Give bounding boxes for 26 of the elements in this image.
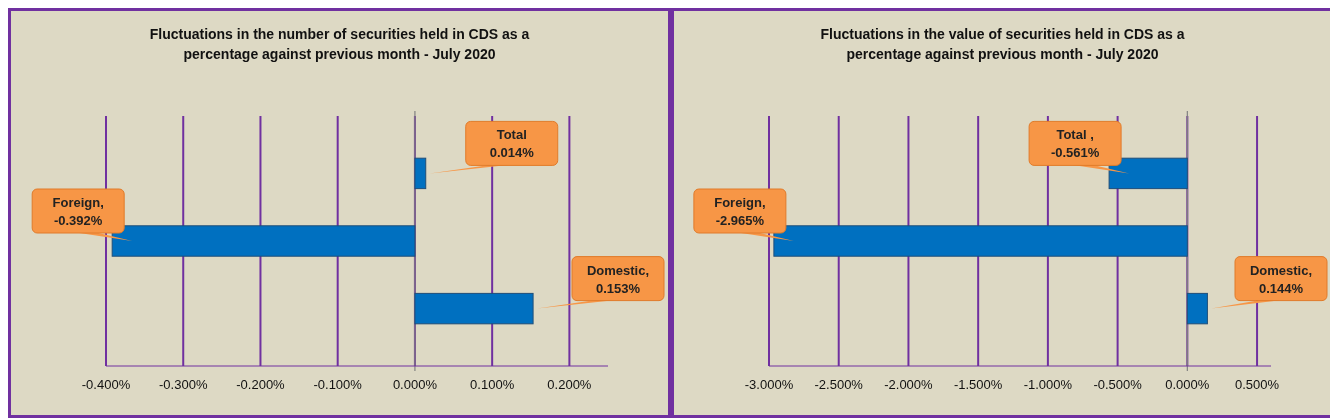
x-tick-label: -0.100% [313,377,363,392]
x-tick-label: 0.200% [547,377,592,392]
annotation: Total 0.014% [489,127,535,161]
bar [414,292,534,325]
annotation: Domestic, 0.144% [1249,262,1313,296]
annotation: Total , -0.561% [1050,127,1100,161]
x-tick-label: -0.300% [159,377,208,392]
annotation: Domestic, 0.153% [586,262,650,296]
x-tick-label: 0.500% [1235,377,1280,392]
bar [111,225,416,257]
x-tick-label: -1.000% [1023,377,1073,392]
text: Foreign, -2.965% [714,195,766,228]
x-tick-label: -0.500% [1093,377,1143,392]
x-tick-label: -1.500% [953,377,1003,392]
chart-title: Fluctuations in the value of securities held in CDS as a percentage against previous month - July 2020 [820,26,1185,62]
x-tick-label: -0.200% [236,377,286,392]
x-tick-label: -2.000% [884,377,934,392]
chart-title: Fluctuations in the number of securities held in CDS as a percentage against previous month - July 2020 [149,26,530,62]
x-tick-label: 0.000% [1165,377,1210,392]
x-tick-label: -0.400% [81,377,131,392]
bar [414,157,427,190]
x-tick-label: -2.500% [814,377,864,392]
x-tick-label: 0.100% [470,377,515,392]
text: Foreign, -0.392% [52,195,104,228]
x-tick-label: -3.000% [744,377,794,392]
x-tick-label: 0.000% [392,377,438,392]
